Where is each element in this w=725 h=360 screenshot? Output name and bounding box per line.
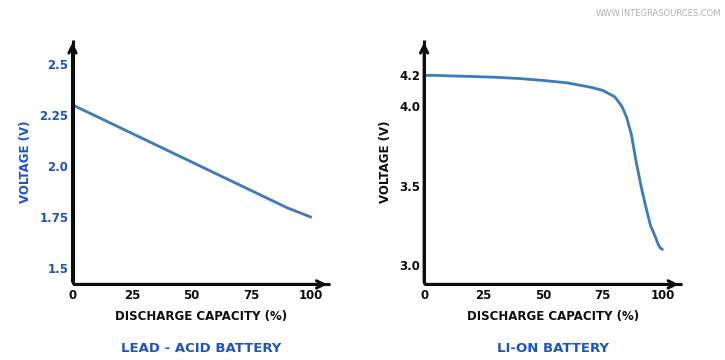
X-axis label: DISCHARGE CAPACITY (%): DISCHARGE CAPACITY (%) <box>467 310 639 323</box>
Text: LI-ON BATTERY: LI-ON BATTERY <box>497 342 609 355</box>
X-axis label: DISCHARGE CAPACITY (%): DISCHARGE CAPACITY (%) <box>115 310 287 323</box>
Text: WWW.INTEGRASOURCES.COM: WWW.INTEGRASOURCES.COM <box>596 9 721 18</box>
Text: LEAD - ACID BATTERY: LEAD - ACID BATTERY <box>121 342 281 355</box>
Y-axis label: VOLTAGE (V): VOLTAGE (V) <box>379 121 392 203</box>
Y-axis label: VOLTAGE (V): VOLTAGE (V) <box>20 121 33 203</box>
